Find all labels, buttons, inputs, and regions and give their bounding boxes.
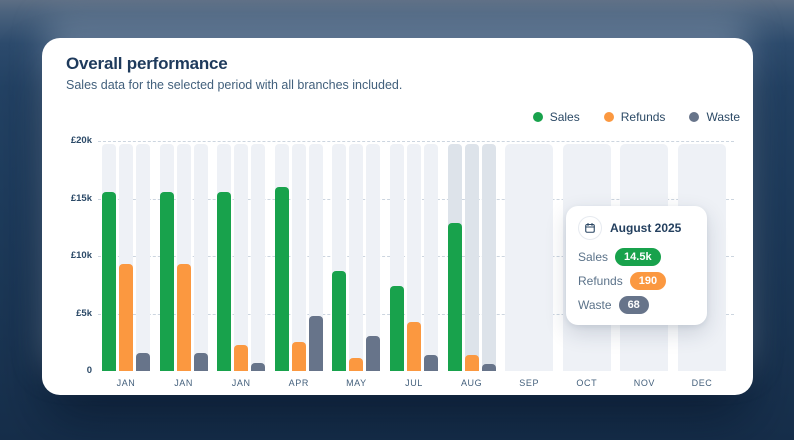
bar-sales[interactable] [159,192,174,371]
x-axis-label: MAY [346,378,367,388]
bar-refunds[interactable] [234,345,249,371]
bar-track [193,144,208,371]
x-axis-label: JAN [174,378,193,388]
x-axis-label: JAN [231,378,251,388]
legend-label: Refunds [620,110,666,124]
bar-refunds[interactable] [176,264,191,371]
tooltip-row-label: Refunds [578,274,623,288]
x-axis-label: APR [288,378,309,388]
bar-track [407,144,421,371]
bar-waste[interactable] [366,336,381,371]
legend-item-refunds[interactable]: Refunds [603,110,666,124]
tooltip-header: August 2025 [578,216,695,240]
bar-sales[interactable] [332,271,347,371]
bar-track [349,144,364,371]
chart-legend: Sales Refunds Waste [532,110,740,124]
chart-plot: £20k £15k £10k £5k 0 JAN JAN JAN APR MAY JUL AUG SEP… [42,38,753,395]
waste-dot-icon [689,112,700,122]
y-axis-label: £20k [70,135,92,146]
tooltip-row-refunds: Refunds 190 [578,272,695,290]
x-axis-label: DEC [691,378,713,388]
page-title: Overall performance [66,54,228,73]
bar-track [366,144,381,371]
bar-track [251,144,266,371]
bar-track [234,144,249,371]
tooltip-row-label: Waste [578,298,612,312]
tooltip-row-label: Sales [578,250,609,264]
bar-refunds[interactable] [464,355,479,371]
bar-track [424,144,438,371]
legend-item-waste[interactable]: Waste [689,110,740,124]
bar-waste[interactable] [308,316,323,371]
x-axis-label: OCT [576,378,598,388]
bar-refunds[interactable] [119,264,133,371]
empty-month-band [505,144,554,371]
x-axis-label: NOV [633,378,656,388]
bar-refunds[interactable] [291,342,306,371]
bar-waste[interactable] [251,363,266,371]
bar-track [464,144,479,371]
page-subtitle: Sales data for the selected period with … [66,78,403,92]
bar-waste[interactable] [193,353,208,371]
y-axis-label: 0 [86,365,92,376]
bar-sales[interactable] [274,187,289,371]
bar-track [308,144,323,371]
legend-label: Sales [549,110,580,124]
tooltip-row-sales: Sales 14.5k [578,248,695,266]
bar-refunds[interactable] [349,358,364,371]
refunds-value-badge: 190 [629,272,667,290]
refunds-dot-icon [603,112,614,122]
bar-sales[interactable] [390,286,404,371]
x-axis-label: SEP [519,378,540,388]
sales-dot-icon [532,112,543,122]
bar-waste[interactable] [481,364,496,371]
performance-card: Overall performance Sales data for the s… [42,38,753,395]
x-axis-label: AUG [460,378,483,388]
bar-waste[interactable] [424,355,438,371]
chart-tooltip: August 2025 Sales 14.5k Refunds 190 Wast… [566,206,707,325]
bar-track [481,144,496,371]
calendar-icon [578,216,602,240]
legend-label: Waste [706,110,740,124]
tooltip-title: August 2025 [610,221,682,235]
x-axis-label: JAN [116,378,136,388]
y-axis-label: £10k [70,250,92,261]
bar-refunds[interactable] [407,322,421,371]
y-axis-label: £5k [76,307,92,319]
sales-value-badge: 14.5k [615,248,661,266]
y-axis-label: £15k [70,192,92,204]
bar-sales[interactable] [102,192,116,371]
waste-value-badge: 68 [618,296,649,314]
x-axis-label: JUL [405,378,423,388]
gridline [98,141,734,142]
tooltip-row-waste: Waste 68 [578,296,695,314]
bar-sales[interactable] [447,223,462,371]
bar-track [291,144,306,371]
legend-item-sales[interactable]: Sales [532,110,580,124]
bar-sales[interactable] [217,192,232,371]
bar-waste[interactable] [136,353,150,371]
bar-track [136,144,150,371]
